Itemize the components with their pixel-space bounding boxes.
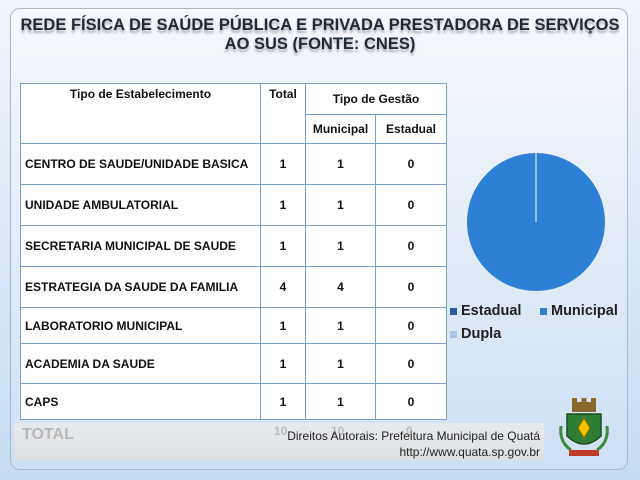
title-line-2: AO SUS (FONTE: CNES) xyxy=(224,35,416,53)
total-value-estadual: 0 xyxy=(406,424,413,438)
header-estadual: Estadual xyxy=(375,114,447,144)
table-row: CENTRO DE SAUDE/UNIDADE BASICA 1 1 0 xyxy=(20,143,447,185)
establishments-table: Tipo de Estabelecimento Total Tipo de Ge… xyxy=(20,83,447,420)
cell-total: 1 xyxy=(260,225,306,267)
table-row: CAPS 1 1 0 xyxy=(20,383,447,420)
cell-total: 1 xyxy=(260,184,306,226)
cell-total: 1 xyxy=(260,307,306,344)
cell-estadual: 0 xyxy=(375,307,447,344)
total-label: TOTAL xyxy=(22,426,74,443)
table-row: UNIDADE AMBULATORIAL 1 1 0 xyxy=(20,184,447,226)
legend-item-municipal: Municipal xyxy=(540,303,618,319)
legend-swatch-estadual xyxy=(450,307,457,315)
credits-line-1: Direitos Autorais: Prefeitura Municipal … xyxy=(287,429,540,443)
total-bar xyxy=(14,423,544,460)
legend-label-estadual: Estadual xyxy=(461,303,522,319)
table-row: SECRETARIA MUNICIPAL DE SAUDE 1 1 0 xyxy=(20,225,447,267)
cell-estadual: 0 xyxy=(375,343,447,384)
table-row: ESTRATEGIA DA SAUDE DA FAMILIA 4 4 0 xyxy=(20,266,447,308)
title-line-1: REDE FÍSICA DE SAÚDE PÚBLICA E PRIVADA P… xyxy=(20,16,620,34)
legend-item-estadual: Estadual xyxy=(450,303,521,319)
cell-estadual: 0 xyxy=(375,266,447,308)
cell-municipal: 1 xyxy=(305,143,376,185)
cell-tipo: UNIDADE AMBULATORIAL xyxy=(20,184,261,226)
legend-swatch-municipal xyxy=(540,307,547,315)
legend-item-dupla: Dupla xyxy=(450,326,501,342)
cell-estadual: 0 xyxy=(375,184,447,226)
cell-tipo: ACADEMIA DA SAUDE xyxy=(20,343,261,384)
cell-municipal: 1 xyxy=(305,184,376,226)
cell-tipo: ESTRATEGIA DA SAUDE DA FAMILIA xyxy=(20,266,261,308)
slide-title: REDE FÍSICA DE SAÚDE PÚBLICA E PRIVADA P… xyxy=(14,16,626,54)
header-municipal: Municipal xyxy=(305,114,376,144)
cell-municipal: 1 xyxy=(305,307,376,344)
header-gestao: Tipo de Gestão xyxy=(305,83,447,115)
table-row: ACADEMIA DA SAUDE 1 1 0 xyxy=(20,343,447,384)
pie-chart xyxy=(467,153,605,291)
cell-tipo: CENTRO DE SAUDE/UNIDADE BASICA xyxy=(20,143,261,185)
header-total: Total xyxy=(260,83,306,144)
cell-estadual: 0 xyxy=(375,225,447,267)
cell-total: 4 xyxy=(260,266,306,308)
cell-estadual: 0 xyxy=(375,143,447,185)
legend-label-municipal: Municipal xyxy=(551,303,618,319)
total-value-municipal: 10 xyxy=(331,424,345,438)
cell-municipal: 1 xyxy=(305,383,376,420)
legend-swatch-dupla xyxy=(450,330,457,338)
cell-municipal: 1 xyxy=(305,343,376,384)
table-row: LABORATORIO MUNICIPAL 1 1 0 xyxy=(20,307,447,344)
credits: Direitos Autorais: Prefeitura Municipal … xyxy=(287,428,540,460)
header-tipo: Tipo de Estabelecimento xyxy=(20,83,261,144)
cell-municipal: 1 xyxy=(305,225,376,267)
legend-label-dupla: Dupla xyxy=(461,326,502,342)
cell-total: 1 xyxy=(260,343,306,384)
cell-tipo: CAPS xyxy=(20,383,261,420)
cell-tipo: LABORATORIO MUNICIPAL xyxy=(20,307,261,344)
cell-municipal: 4 xyxy=(305,266,376,308)
credits-line-2[interactable]: http://www.quata.sp.gov.br xyxy=(399,445,540,459)
cell-total: 1 xyxy=(260,143,306,185)
cell-tipo: SECRETARIA MUNICIPAL DE SAUDE xyxy=(20,225,261,267)
municipal-crest-icon xyxy=(559,398,609,456)
total-value-total: 10 xyxy=(274,424,288,438)
cell-total: 1 xyxy=(260,383,306,420)
cell-estadual: 0 xyxy=(375,383,447,420)
